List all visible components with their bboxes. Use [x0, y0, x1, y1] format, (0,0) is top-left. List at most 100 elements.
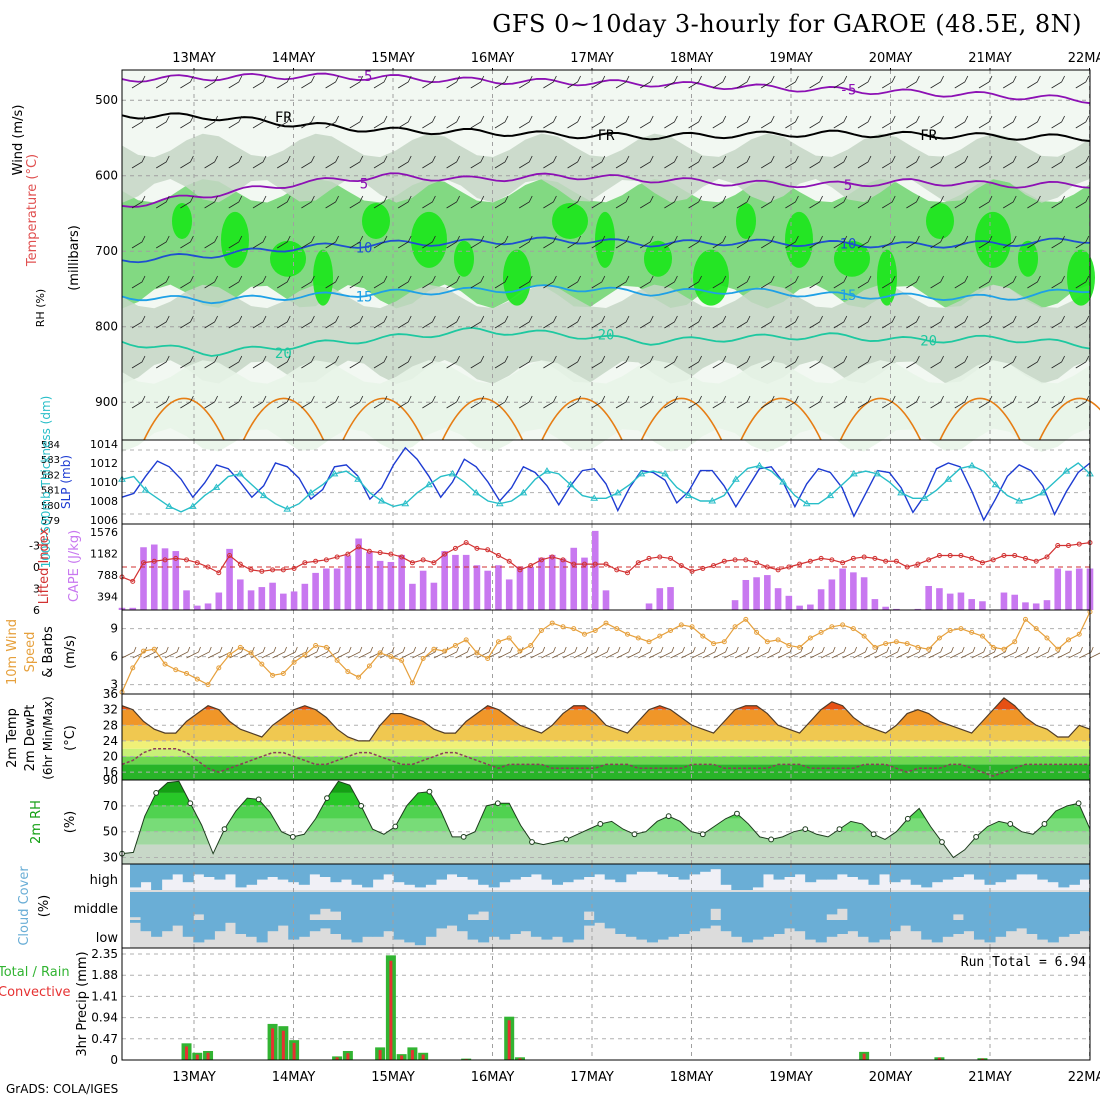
wind-barb [276, 115, 291, 129]
wind-barb [664, 315, 678, 329]
cloud-cell [1037, 920, 1049, 940]
ylabel-lifted-index: Lifted Index [37, 527, 52, 604]
cloud-cell [267, 920, 279, 932]
wind-barb [591, 355, 606, 369]
wind-barb [930, 275, 944, 289]
cloud-cell [224, 892, 236, 920]
cape-bar [968, 599, 975, 610]
wind10-barb [379, 646, 395, 659]
wind10-barb [541, 646, 556, 659]
wind-barb [518, 235, 533, 249]
wind10-marker [603, 620, 609, 626]
thickness-marker [472, 488, 481, 496]
wind10-barb [509, 646, 524, 659]
li-marker [732, 557, 738, 563]
cloud-cell [857, 864, 869, 880]
cloud-cell [362, 892, 374, 920]
isotherm-surface [1038, 397, 1100, 441]
cloud-cell [931, 892, 943, 920]
wind-barb [204, 155, 218, 169]
wind10-marker [732, 624, 738, 630]
wind-barb [276, 355, 291, 369]
cloud-cell [752, 864, 764, 888]
cloud-cell [298, 920, 310, 937]
li-tick-label: 0 [33, 561, 40, 574]
wind-barb [664, 155, 678, 169]
wind-barb [857, 315, 872, 329]
thickness-marker [708, 497, 717, 504]
cloud-cell [425, 892, 437, 920]
isotherm-label: 10 [356, 240, 373, 256]
wind-barb [760, 195, 775, 209]
wind-barb [276, 155, 291, 169]
wind10-barb [993, 646, 1008, 659]
wind-barb [518, 315, 533, 329]
wind-barb [785, 195, 799, 209]
wind-barb [881, 275, 896, 289]
cloud-cell [699, 920, 711, 929]
cape-bar [946, 593, 954, 610]
cape-bar [193, 605, 201, 610]
wind-barb [688, 355, 702, 369]
wind-barb [1075, 195, 1090, 209]
cloud-cell [319, 920, 331, 929]
wind-barb [252, 235, 267, 249]
cloud-cell [731, 864, 743, 890]
wind10-barb [659, 646, 675, 659]
rh2m-marker [1007, 821, 1014, 827]
wind-barb [252, 315, 267, 329]
li-marker [592, 561, 598, 567]
wind-barb [470, 355, 485, 369]
wind10-barb [154, 646, 169, 659]
cape-bar [237, 579, 244, 610]
wind-barb [736, 275, 751, 289]
ylabel-rh2m: 2m RH [29, 800, 44, 844]
li-marker [614, 567, 620, 573]
wind10-marker [409, 680, 415, 686]
cloud-cell [879, 864, 891, 875]
wind-barb [204, 315, 218, 329]
wind-barb [857, 195, 872, 209]
cloud-cell [414, 920, 426, 946]
precip-convective-bar [378, 1050, 382, 1060]
cloud-cell [636, 920, 648, 940]
thickness-tick-label: 581 [41, 486, 60, 497]
cape-bar [591, 530, 599, 610]
cloud-cell [1047, 864, 1059, 883]
cloud-cell [1005, 920, 1017, 932]
wind-barb [954, 115, 969, 129]
ylabel-temp-c: (6hr Min/Max) [41, 696, 55, 780]
wind-barb [857, 155, 872, 169]
ylabel-wind: Wind (m/s) [11, 105, 26, 176]
wind-barb [688, 115, 702, 129]
ylabel-slp: SLP (mb) [59, 455, 73, 509]
cloud-cell [203, 920, 215, 940]
precip-convective-bar [195, 1054, 199, 1060]
li-marker [141, 560, 147, 566]
rh2m-marker [1041, 821, 1048, 827]
cape-bar [731, 600, 739, 610]
wind-barb [543, 195, 557, 209]
wind10-marker [345, 669, 351, 675]
wind10-marker [904, 641, 910, 647]
wind-barb [809, 75, 823, 89]
wind-barb [397, 235, 412, 249]
li-marker [280, 567, 286, 573]
wind-barb [494, 355, 509, 369]
li-marker [581, 561, 587, 567]
cloud-cell [889, 864, 901, 883]
wind-barb [954, 155, 969, 169]
cape-bar [882, 606, 889, 610]
thickness-marker [1062, 467, 1071, 474]
wind-barb [978, 275, 993, 289]
cape-bar [925, 585, 932, 610]
li-marker [205, 564, 211, 570]
cloud-cell [784, 892, 796, 920]
cloud-cell [615, 892, 627, 920]
wind10-marker [356, 674, 362, 680]
cloud-cell [836, 864, 848, 875]
wind-barb [930, 315, 944, 329]
cloud-cell [161, 920, 173, 932]
li-marker [528, 563, 534, 569]
wind-barb [349, 155, 364, 169]
